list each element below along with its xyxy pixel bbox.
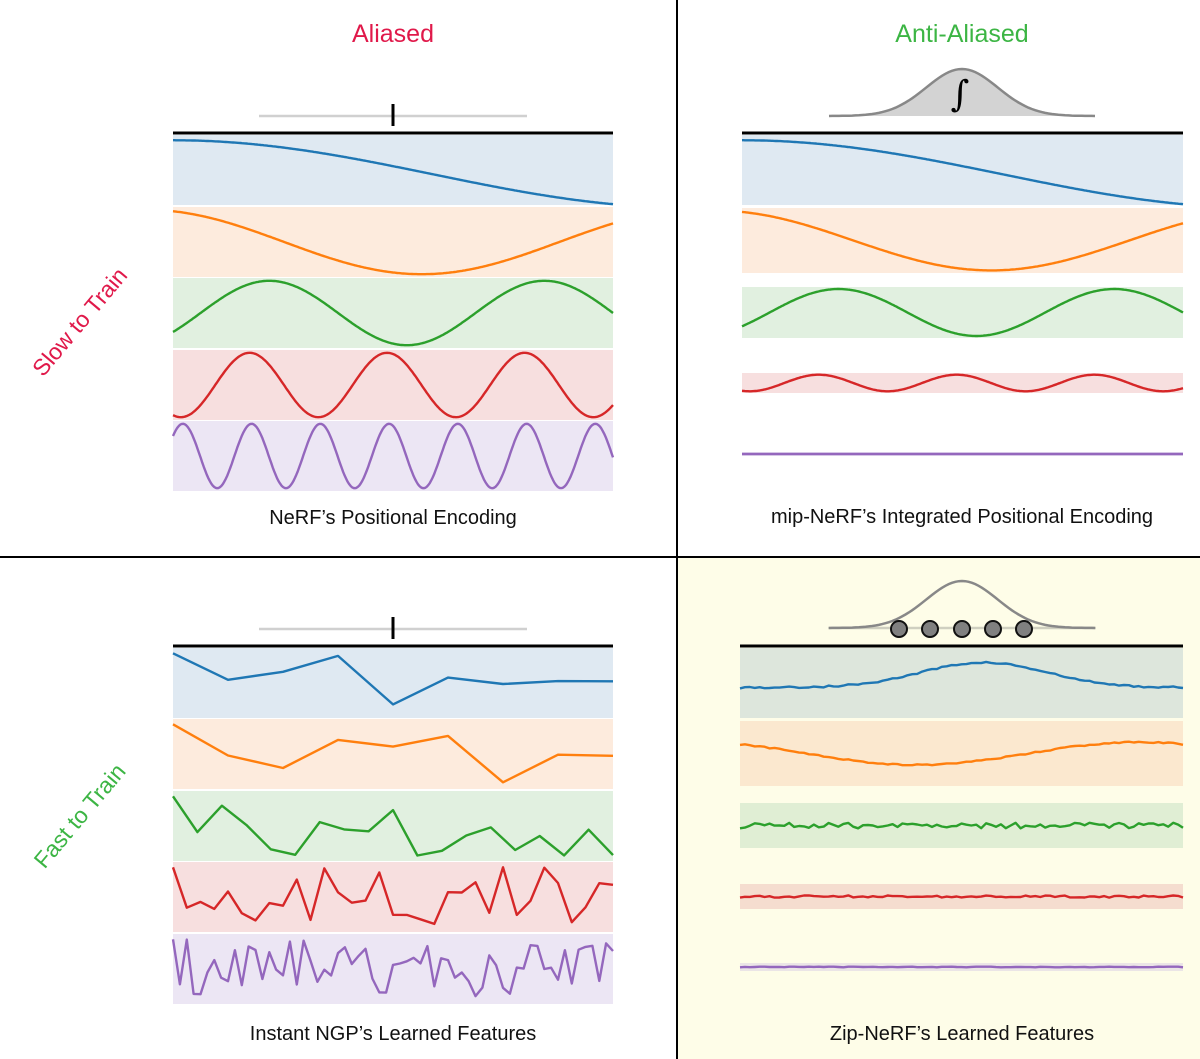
nerf-curve-green [172, 279, 614, 347]
nerf-curve-blue [173, 138, 614, 206]
nerf-curve-red [172, 351, 614, 419]
nerf-band-purple [173, 421, 613, 491]
mipnerf-curve-red [741, 373, 1184, 393]
zipnerf-curve-orange [739, 740, 1184, 767]
ngp-curve-red [171, 866, 614, 926]
nerf-caption: NeRF’s Positional Encoding [269, 507, 517, 529]
zipnerf-band-green [740, 803, 1183, 848]
mipnerf-band-green [742, 287, 1183, 338]
ngp-band-green [173, 791, 613, 861]
mipnerf-band-orange [742, 208, 1183, 273]
zipnerf-sample-dot-3 [953, 620, 971, 638]
ngp-curve-purple [171, 938, 614, 998]
ngp-band-orange [173, 719, 613, 789]
mipnerf-curve-green [741, 287, 1184, 338]
integral-icon: ∫ [951, 74, 970, 115]
zipnerf-gaussian-icon [828, 579, 1096, 630]
ngp-caption: Instant NGP’s Learned Features [249, 1023, 537, 1045]
mipnerf-gaussian-icon [828, 67, 1096, 118]
nerf-band-blue [173, 135, 613, 205]
ngp-band-red [173, 862, 613, 932]
mipnerf-band-blue [742, 135, 1183, 205]
ngp-band-blue [173, 648, 613, 718]
nerf-curve-orange [172, 210, 614, 276]
nerf-band-orange [173, 207, 613, 277]
ngp-curve-green [172, 795, 614, 857]
zipnerf-curve-purple [739, 965, 1184, 969]
zipnerf-sample-dot-5 [1015, 620, 1033, 638]
anti-aliased-title: Anti-Aliased [895, 20, 1029, 48]
aliased-title: Aliased [352, 20, 434, 48]
mipnerf-curve-orange [741, 210, 1184, 272]
zipnerf-curve-blue [739, 660, 1184, 690]
nerf-curve-purple [171, 422, 615, 490]
zipnerf-curve-red [739, 894, 1184, 899]
ngp-curve-blue [172, 652, 614, 706]
mipnerf-curve-blue [742, 138, 1184, 206]
ngp-curve-orange [172, 723, 614, 784]
zipnerf-curve-green [739, 821, 1184, 830]
nerf-band-red [173, 350, 613, 420]
zipnerf-sample-dot-2 [921, 620, 939, 638]
zipnerf-caption: Zip-NeRF’s Learned Features [829, 1023, 1095, 1045]
nerf-band-green [173, 278, 613, 348]
mipnerf-caption: mip-NeRF’s Integrated Positional Encodin… [770, 506, 1154, 528]
zipnerf-sample-dot-4 [984, 620, 1002, 638]
zipnerf-sample-dot-1 [890, 620, 908, 638]
zipnerf-band-blue [740, 648, 1183, 718]
